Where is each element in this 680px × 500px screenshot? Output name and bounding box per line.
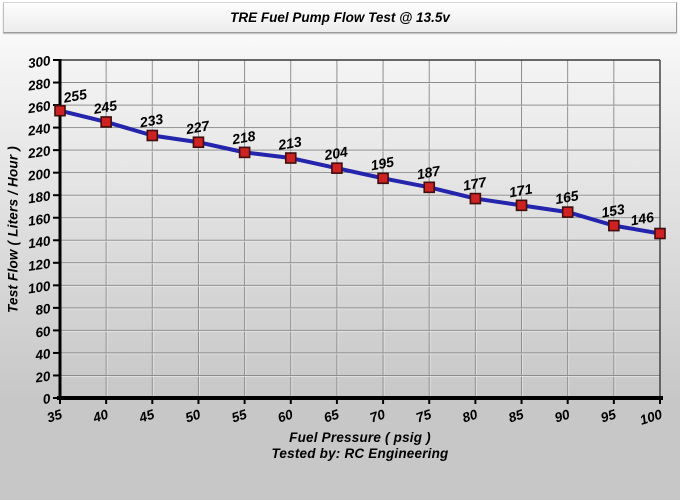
data-point-marker (54, 104, 66, 117)
point-label: 187 (415, 162, 442, 182)
data-point-marker (515, 199, 528, 212)
y-tick-label: 160 (27, 211, 52, 229)
data-point-marker (238, 146, 251, 159)
chart-title: TRE Fuel Pump Flow Test @ 13.5v (230, 10, 450, 25)
point-label: 171 (508, 180, 534, 200)
point-label: 227 (184, 117, 212, 137)
y-tick-label: 0 (42, 391, 52, 407)
data-point-marker (284, 152, 297, 164)
data-point-marker (146, 129, 159, 142)
y-axis-title: Test Flow ( Liters / Hour ) (5, 146, 21, 313)
x-tick-label: 100 (638, 406, 665, 427)
x-tick-label: 45 (136, 406, 156, 425)
point-label: 204 (322, 143, 349, 163)
x-tick-label: 95 (599, 406, 618, 425)
chart-title-box: TRE Fuel Pump Flow Test @ 13.5v (3, 2, 677, 33)
y-tick-label: 140 (27, 233, 52, 251)
y-tick-label: 260 (26, 98, 52, 116)
y-tick-label: 80 (34, 301, 51, 318)
y-tick-label: 20 (33, 369, 51, 386)
x-tick-label: 60 (276, 406, 295, 425)
x-tick-label: 80 (460, 406, 479, 425)
x-tick-label: 70 (368, 406, 387, 425)
data-point-marker (192, 136, 205, 149)
y-tick-label: 180 (27, 188, 52, 206)
y-tick-label: 240 (26, 121, 52, 139)
point-label: 153 (600, 201, 626, 221)
point-label: 177 (462, 174, 489, 194)
data-point-marker (469, 192, 482, 205)
y-tick-label: 300 (27, 53, 52, 71)
data-point-marker (100, 116, 112, 128)
point-label: 233 (138, 111, 165, 131)
y-tick-label: 60 (34, 323, 51, 340)
y-tick-label: 220 (26, 143, 52, 161)
x-tick-label: 90 (553, 406, 572, 425)
data-point-marker (561, 206, 574, 218)
x-tick-label: 85 (507, 406, 526, 425)
x-tick-label: 55 (230, 406, 249, 425)
point-label: 245 (91, 97, 118, 117)
y-tick-label: 120 (27, 256, 52, 274)
point-label: 195 (369, 153, 395, 173)
x-axis-title: Fuel Pressure ( psig ) (289, 430, 431, 445)
y-tick-label: 280 (26, 76, 52, 94)
y-tick-label: 40 (33, 346, 51, 363)
data-point-marker (423, 181, 436, 194)
data-point-marker (377, 172, 389, 185)
point-label: 218 (230, 128, 257, 148)
y-tick-label: 100 (27, 278, 52, 296)
point-label: 146 (629, 209, 655, 229)
point-label: 165 (554, 187, 580, 207)
x-tick-label: 35 (45, 406, 64, 425)
data-point-marker (654, 227, 666, 240)
point-label: 255 (61, 86, 88, 106)
x-tick-label: 40 (90, 406, 110, 425)
series-line (58, 108, 662, 236)
point-label: 213 (276, 133, 303, 153)
x-tick-label: 50 (183, 406, 202, 425)
x-tick-label: 75 (414, 406, 433, 425)
data-point-marker (608, 219, 620, 232)
tested-by-caption: Tested by: RC Engineering (271, 446, 449, 461)
data-point-marker (331, 162, 343, 174)
x-tick-label: 65 (322, 406, 341, 425)
y-tick-label: 200 (26, 166, 52, 184)
